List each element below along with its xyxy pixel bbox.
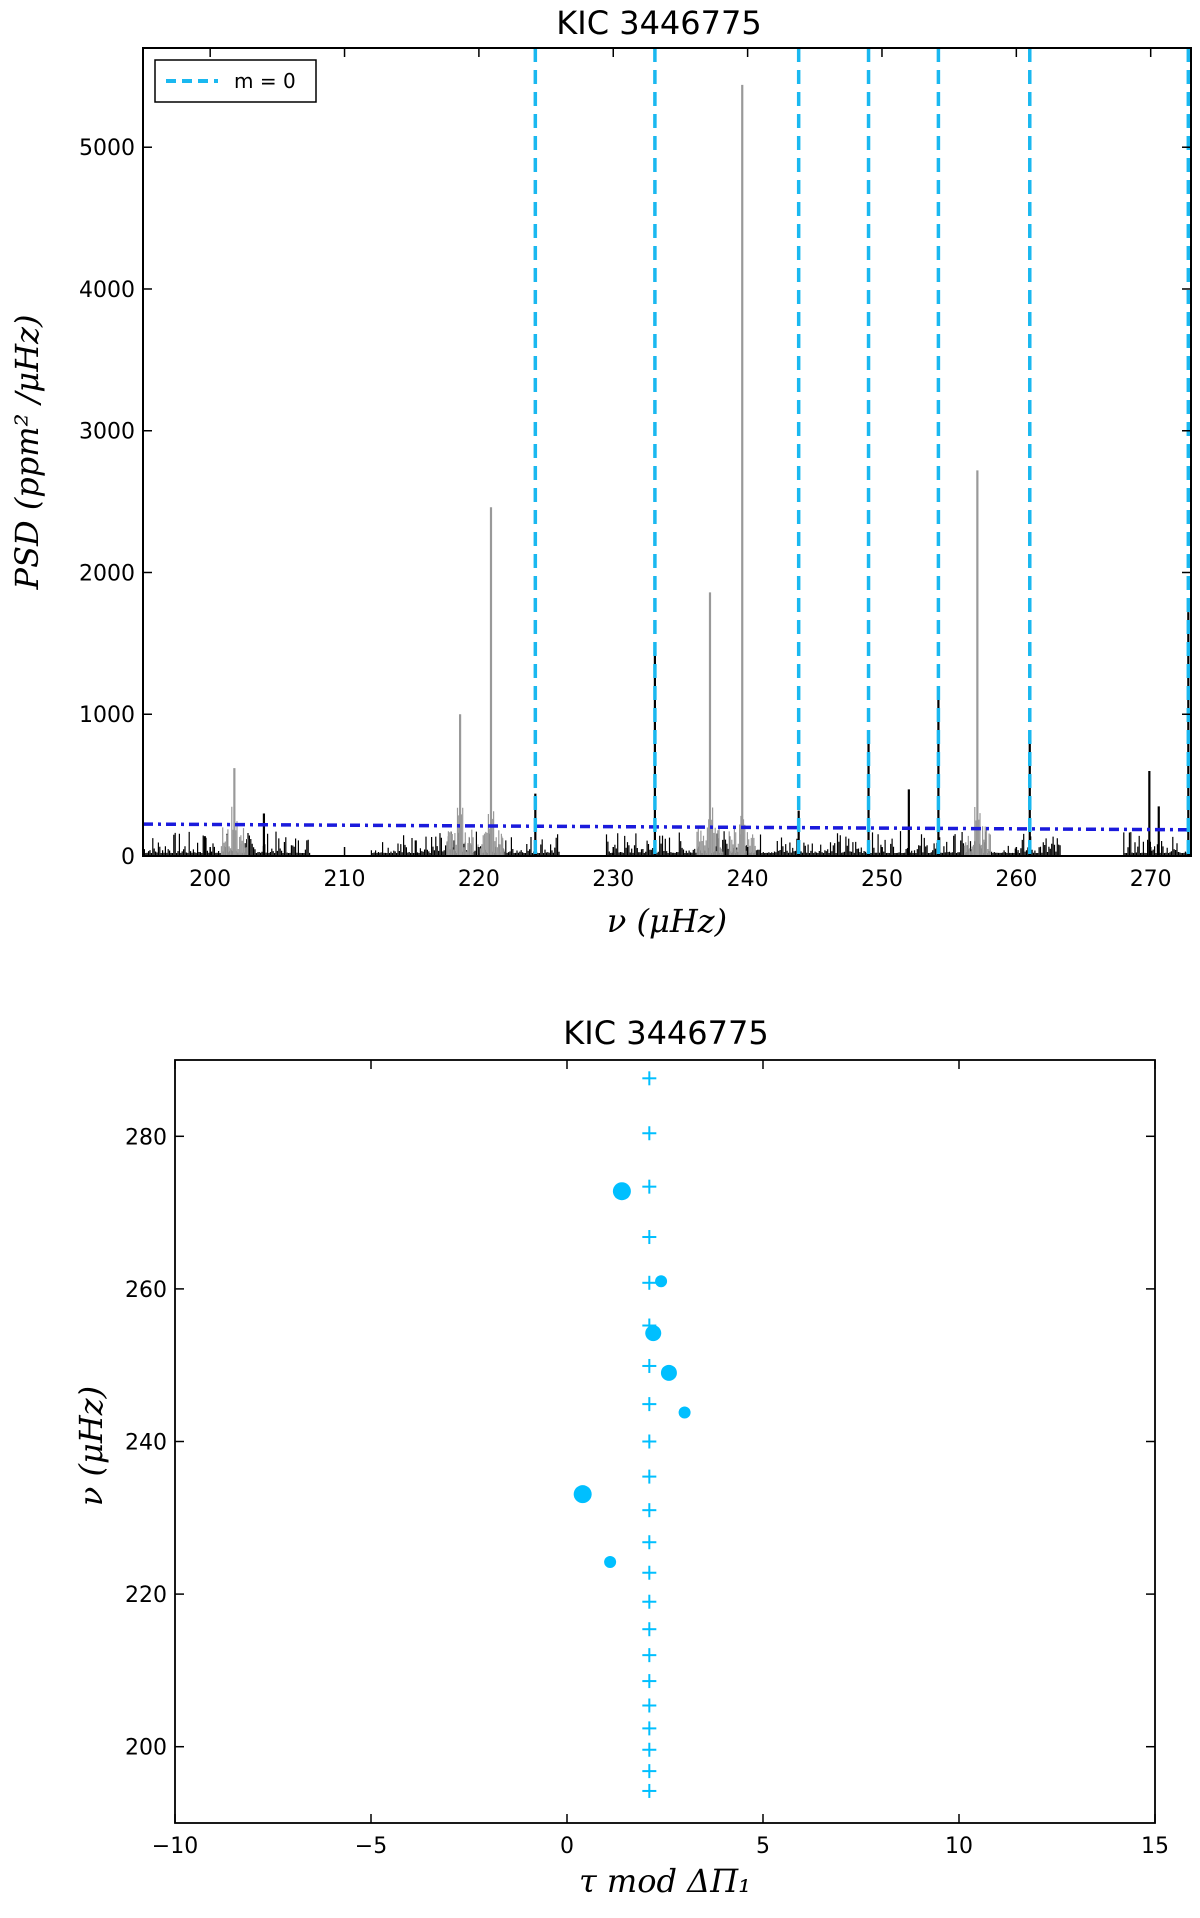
x-tick-label: 230 [592, 867, 634, 892]
x-tick-label: 240 [727, 867, 769, 892]
mode-cluster [446, 806, 474, 856]
psd-axes-frame [142, 47, 1192, 857]
x-tick-label: 270 [1130, 867, 1172, 892]
observed-point [645, 1325, 662, 1342]
noise-segment [605, 831, 1061, 856]
model-point [642, 1721, 657, 1736]
noise-floor [142, 831, 1191, 856]
model-point [642, 1648, 657, 1663]
y-tick-label: 220 [125, 1583, 167, 1608]
mode-cluster [696, 807, 724, 856]
model-point [642, 1783, 657, 1798]
model-point [642, 1275, 657, 1290]
legend-box [154, 59, 317, 103]
model-point [642, 1397, 657, 1412]
y-tick-label: 3000 [79, 420, 135, 445]
model-point [642, 1674, 657, 1689]
mode-cluster [220, 806, 248, 856]
echelle-ylabel: ν (μHz) [72, 1386, 110, 1506]
mode-cluster [963, 807, 991, 856]
observed-point [655, 1275, 668, 1288]
y-tick-label: 4000 [79, 278, 135, 303]
mode-cluster [728, 815, 756, 856]
model-point [642, 1535, 657, 1550]
echelle-title: KIC 3446775 [563, 1014, 768, 1052]
model-point [642, 1230, 657, 1245]
model-point [642, 1469, 657, 1484]
model-point [642, 1503, 657, 1518]
mode-cluster [477, 809, 505, 856]
y-tick-label: 260 [125, 1278, 167, 1303]
echelle-axes-frame [174, 1059, 1156, 1824]
noise-segment [1123, 832, 1191, 856]
model-point [642, 1622, 657, 1637]
x-tick-label: −5 [355, 1834, 387, 1859]
y-tick-label: 1000 [79, 703, 135, 728]
y-tick-label: 0 [121, 845, 135, 870]
model-point [642, 1594, 657, 1609]
model-point [642, 1358, 657, 1373]
model-point [642, 1179, 657, 1194]
observed-point [660, 1364, 677, 1381]
y-tick-label: 5000 [79, 136, 135, 161]
model-point [642, 1742, 657, 1757]
x-tick-label: 210 [324, 867, 366, 892]
model-point [642, 1126, 657, 1141]
x-tick-label: 200 [189, 867, 231, 892]
echelle-plot-area [573, 1071, 691, 1798]
psd-ylabel: PSD (ppm² /μHz) [8, 315, 46, 591]
threshold-line [142, 822, 1192, 832]
echelle-xlabel: τ mod ΔΠ₁ [579, 1862, 751, 1900]
observed-point [612, 1182, 631, 1201]
model-point [642, 1565, 657, 1580]
psd-plot-area [142, 48, 1192, 856]
model-point [642, 1071, 657, 1086]
y-tick-label: 240 [125, 1431, 167, 1456]
psd-ticks: 200 210 220 230 240 250 260 270 0 1000 2000 3000 400… [79, 48, 1191, 892]
model-point [642, 1764, 657, 1779]
observed-point [573, 1485, 592, 1504]
x-tick-label: −10 [152, 1834, 198, 1859]
x-tick-label: 15 [1141, 1834, 1169, 1859]
x-tick-label: 250 [861, 867, 903, 892]
y-tick-label: 200 [125, 1736, 167, 1761]
model-point [642, 1698, 657, 1713]
psd-legend: m = 0 [154, 59, 317, 103]
x-tick-label: 220 [458, 867, 500, 892]
y-tick-label: 280 [125, 1125, 167, 1150]
x-tick-label: 260 [995, 867, 1037, 892]
x-tick-label: 0 [560, 1834, 574, 1859]
psd-title: KIC 3446775 [556, 4, 761, 42]
psd-panel: KIC 3446775 200 210 220 230 240 250 260 270 0 100… [8, 4, 1192, 940]
observed-point [678, 1406, 691, 1419]
echelle-panel: KIC 3446775 −10 −5 0 5 10 15 200 220 240 260 280 τ… [72, 1014, 1169, 1900]
x-tick-label: 10 [945, 1834, 973, 1859]
legend-label: m = 0 [234, 69, 296, 93]
x-tick-label: 5 [756, 1834, 770, 1859]
y-tick-label: 2000 [79, 561, 135, 586]
echelle-ticks: −10 −5 0 5 10 15 200 220 240 260 280 [125, 1060, 1169, 1859]
model-point [642, 1434, 657, 1449]
observed-point [604, 1556, 617, 1569]
psd-xlabel: ν (μHz) [607, 902, 727, 940]
